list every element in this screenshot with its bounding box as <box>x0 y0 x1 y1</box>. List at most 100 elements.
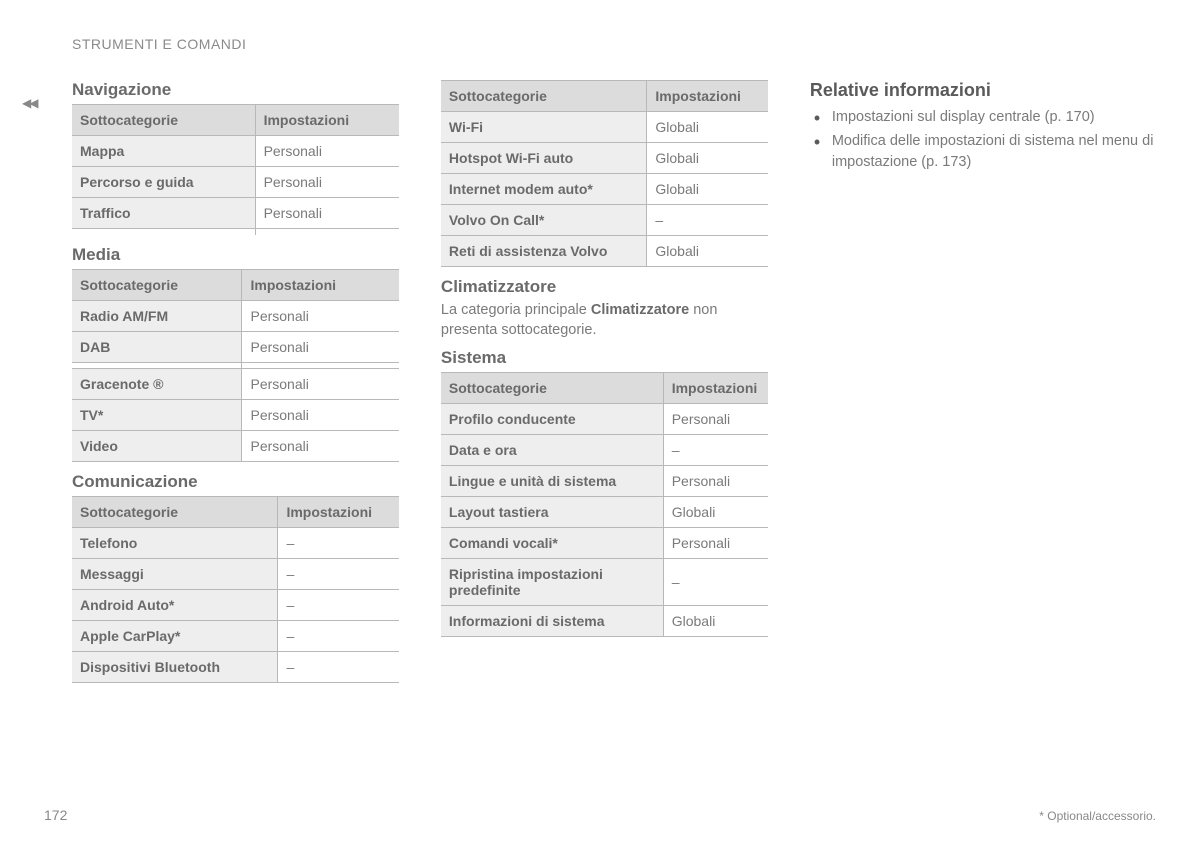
table-media: Sottocategorie Impostazioni Radio AM/FMP… <box>72 269 399 462</box>
row-label: Ripristina impostazioni predefinite <box>441 559 663 606</box>
row-label: Mappa <box>72 136 255 167</box>
column-1: Navigazione Sottocategorie Impostazioni … <box>72 80 399 693</box>
climatizzatore-description: La categoria principale Climatizzatore n… <box>441 301 768 340</box>
table-row: Profilo conducentePersonali <box>441 404 768 435</box>
row-label: DAB <box>72 331 242 362</box>
table-row: Ripristina impostazioni predefinite– <box>441 559 768 606</box>
row-value: Globali <box>663 497 768 528</box>
table-row: Comandi vocali*Personali <box>441 528 768 559</box>
para-bold: Climatizzatore <box>591 302 689 318</box>
table-header-row: Sottocategorie Impostazioni <box>441 81 768 112</box>
row-label: Android Auto* <box>72 589 278 620</box>
row-value: – <box>663 559 768 606</box>
table-row: Reti di assistenza VolvoGlobali <box>441 236 768 267</box>
row-value: Globali <box>647 174 768 205</box>
row-label: Wi-Fi <box>441 112 647 143</box>
row-label: Dispositivi Bluetooth <box>72 651 278 682</box>
column-2: Sottocategorie Impostazioni Wi-FiGlobali… <box>441 80 768 693</box>
section-title-climatizzatore: Climatizzatore <box>441 277 768 297</box>
row-value: Personali <box>242 331 399 362</box>
section-title-comunicazione: Comunicazione <box>72 472 399 492</box>
related-link-item: Modifica delle impostazioni di sistema n… <box>810 131 1156 172</box>
header-impostazioni: Impostazioni <box>255 105 399 136</box>
row-label: Internet modem auto* <box>441 174 647 205</box>
row-label: Profilo conducente <box>441 404 663 435</box>
column-3: Relative informazioni Impostazioni sul d… <box>810 80 1156 693</box>
table-row: DABPersonali <box>72 331 399 362</box>
table-row: Android Auto*– <box>72 589 399 620</box>
section-title-sistema: Sistema <box>441 348 768 368</box>
header-impostazioni: Impostazioni <box>242 269 399 300</box>
row-value: – <box>278 620 399 651</box>
table-row: Data e ora– <box>441 435 768 466</box>
row-value: – <box>278 651 399 682</box>
section-title-media: Media <box>72 245 399 265</box>
row-value: Personali <box>255 136 399 167</box>
row-value: Globali <box>647 236 768 267</box>
table-row: Layout tastieraGlobali <box>441 497 768 528</box>
row-value: Personali <box>242 430 399 461</box>
table-row: Telefono– <box>72 527 399 558</box>
table-row: Wi-FiGlobali <box>441 112 768 143</box>
row-label: Volvo On Call* <box>441 205 647 236</box>
row-label: Telefono <box>72 527 278 558</box>
row-value: Personali <box>663 528 768 559</box>
row-label: TV* <box>72 399 242 430</box>
table-header-row: Sottocategorie Impostazioni <box>72 496 399 527</box>
header-sottocategorie: Sottocategorie <box>72 269 242 300</box>
continuation-marker-icon: ◀◀ <box>22 96 36 110</box>
row-label: Informazioni di sistema <box>441 606 663 637</box>
table-sistema: Sottocategorie Impostazioni Profilo cond… <box>441 372 768 637</box>
table-row: Informazioni di sistemaGlobali <box>441 606 768 637</box>
row-label: Radio AM/FM <box>72 300 242 331</box>
table-row: Percorso e guidaPersonali <box>72 167 399 198</box>
table-row: TrafficoPersonali <box>72 198 399 229</box>
row-value: Globali <box>663 606 768 637</box>
header-impostazioni: Impostazioni <box>647 81 768 112</box>
related-links-list: Impostazioni sul display centrale (p. 17… <box>810 107 1156 172</box>
page-number: 172 <box>44 807 67 823</box>
row-label: Layout tastiera <box>441 497 663 528</box>
table-row: Messaggi– <box>72 558 399 589</box>
row-value: Personali <box>242 368 399 399</box>
row-value: Personali <box>255 167 399 198</box>
table-navigazione: Sottocategorie Impostazioni MappaPersona… <box>72 104 399 235</box>
section-title-relative-informazioni: Relative informazioni <box>810 80 1156 101</box>
row-value: Personali <box>663 404 768 435</box>
table-comunicazione: Sottocategorie Impostazioni Telefono– Me… <box>72 496 399 683</box>
row-label: Comandi vocali* <box>441 528 663 559</box>
header-sottocategorie: Sottocategorie <box>441 81 647 112</box>
table-row: Radio AM/FMPersonali <box>72 300 399 331</box>
row-label: Hotspot Wi-Fi auto <box>441 143 647 174</box>
table-row: MappaPersonali <box>72 136 399 167</box>
table-row: VideoPersonali <box>72 430 399 461</box>
table-row: TV*Personali <box>72 399 399 430</box>
page-section-header: STRUMENTI E COMANDI <box>72 36 1156 52</box>
row-value: – <box>278 527 399 558</box>
table-row: Apple CarPlay*– <box>72 620 399 651</box>
table-comunicazione-continued: Sottocategorie Impostazioni Wi-FiGlobali… <box>441 80 768 267</box>
header-impostazioni: Impostazioni <box>663 373 768 404</box>
row-label: Traffico <box>72 198 255 229</box>
row-value: Personali <box>242 300 399 331</box>
optional-footnote: * Optional/accessorio. <box>1039 809 1156 823</box>
row-value: Globali <box>647 112 768 143</box>
header-sottocategorie: Sottocategorie <box>72 105 255 136</box>
table-header-row: Sottocategorie Impostazioni <box>72 105 399 136</box>
header-impostazioni: Impostazioni <box>278 496 399 527</box>
para-prefix: La categoria principale <box>441 302 591 318</box>
table-row: Gracenote ®Personali <box>72 368 399 399</box>
row-value: – <box>647 205 768 236</box>
row-value: Personali <box>242 399 399 430</box>
table-row: Lingue e unità di sistemaPersonali <box>441 466 768 497</box>
row-value: – <box>663 435 768 466</box>
table-row: Volvo On Call*– <box>441 205 768 236</box>
table-header-row: Sottocategorie Impostazioni <box>441 373 768 404</box>
section-title-navigazione: Navigazione <box>72 80 399 100</box>
table-header-row: Sottocategorie Impostazioni <box>72 269 399 300</box>
row-label: Video <box>72 430 242 461</box>
row-label: Messaggi <box>72 558 278 589</box>
content-columns: Navigazione Sottocategorie Impostazioni … <box>72 80 1156 693</box>
table-row: Hotspot Wi-Fi autoGlobali <box>441 143 768 174</box>
table-row: Dispositivi Bluetooth– <box>72 651 399 682</box>
